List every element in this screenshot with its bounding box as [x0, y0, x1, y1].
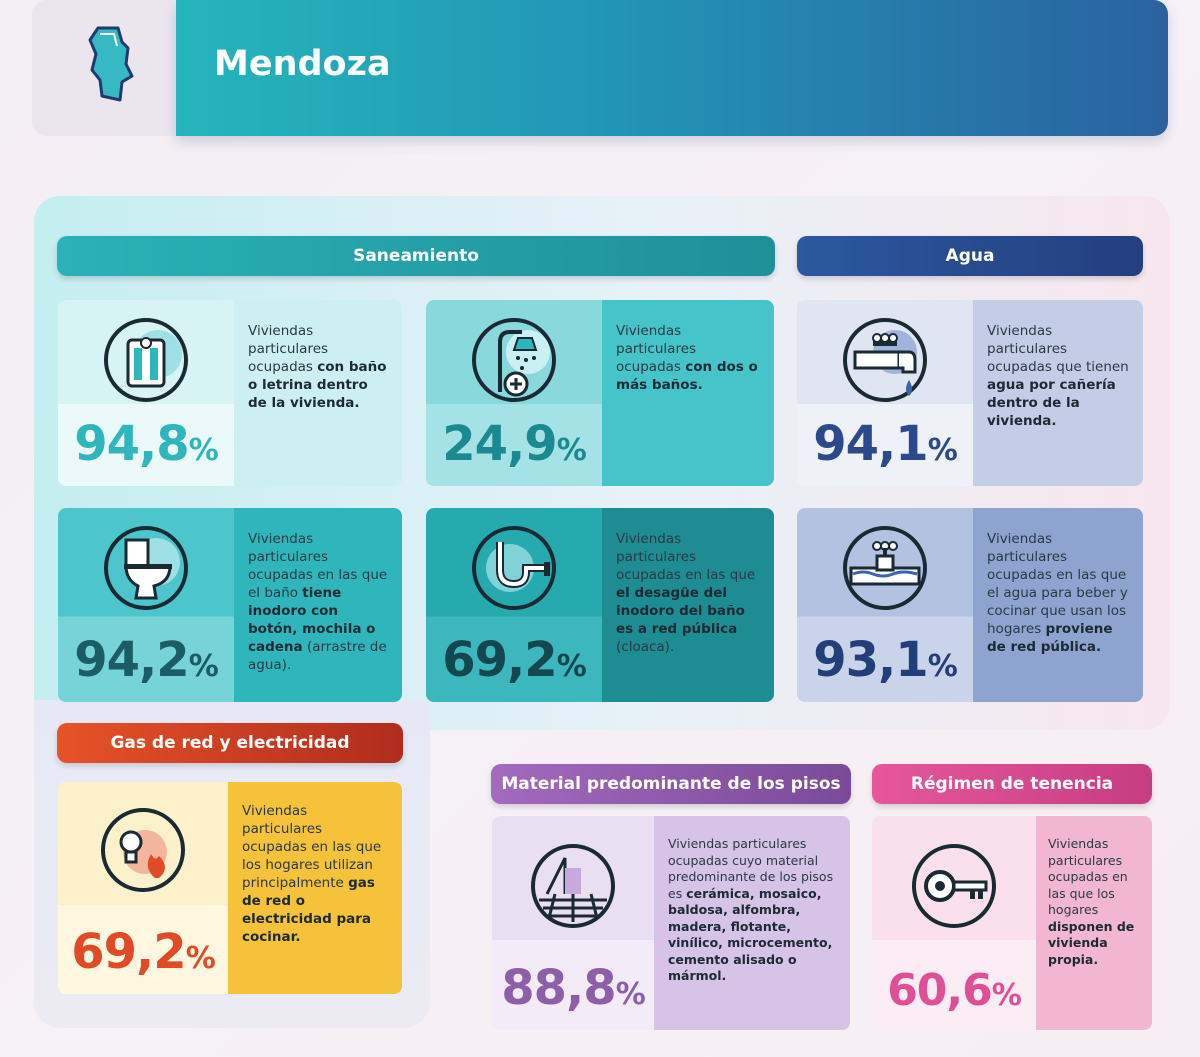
toilet-icon	[104, 526, 188, 610]
stat-description: Viviendas particulares ocupadas que tien…	[973, 300, 1143, 486]
stat-card-red-publica: 93,1% Viviendas particulares ocupadas en…	[797, 508, 1143, 702]
stat-value: 24,9%	[442, 416, 587, 472]
stat-description: Viviendas particulares ocupadas en las q…	[228, 782, 402, 994]
stat-description: Viviendas particulares ocupadas en las q…	[602, 508, 774, 702]
faucet-icon	[843, 318, 927, 402]
drain-pipe-icon	[472, 526, 556, 610]
stat-value: 94,2%	[74, 632, 219, 688]
stat-description: Viviendas particulares ocupadas en las q…	[1036, 816, 1152, 1030]
stat-card-tenencia: 60,6% Viviendas particulares ocupadas en…	[872, 816, 1152, 1030]
stat-value: 69,2%	[71, 924, 216, 980]
bulb-flame-icon	[101, 808, 185, 892]
stat-value: 69,2%	[442, 632, 587, 688]
section-header-pisos: Material predominante de los pisos	[491, 764, 851, 804]
key-icon	[912, 844, 996, 928]
stat-value: 60,6%	[887, 965, 1022, 1016]
stat-card-bano: 94,8% Viviendas particulares ocupadas co…	[58, 300, 402, 486]
water-valve-icon	[843, 526, 927, 610]
province-map-icon	[88, 26, 134, 102]
header-bar	[176, 0, 1168, 136]
stat-card-agua-caneria: 94,1% Viviendas particulares ocupadas qu…	[797, 300, 1143, 486]
page-title: Mendoza	[214, 44, 391, 84]
stat-value: 88,8%	[501, 960, 646, 1016]
bathroom-icon	[104, 318, 188, 402]
stat-value: 93,1%	[813, 632, 958, 688]
stat-card-inodoro: 94,2% Viviendas particulares ocupadas en…	[58, 508, 402, 702]
section-header-agua: Agua	[797, 236, 1143, 276]
section-header-gas: Gas de red y electricidad	[57, 723, 403, 763]
floor-icon	[531, 844, 615, 928]
stat-card-gas: 69,2% Viviendas particulares ocupadas en…	[58, 782, 402, 994]
stat-card-pisos: 88,8% Viviendas particulares ocupadas cu…	[492, 816, 850, 1030]
header-icon-box	[32, 0, 178, 136]
stat-description: Viviendas particulares ocupadas cuyo mat…	[654, 816, 850, 1030]
section-header-tenencia: Régimen de tenencia	[872, 764, 1152, 804]
stat-card-dos-banos: 24,9% Viviendas particulares ocupadas co…	[426, 300, 774, 486]
stat-value: 94,1%	[813, 416, 958, 472]
section-header-saneamiento: Saneamiento	[57, 236, 775, 276]
stat-description: Viviendas particulares ocupadas con dos …	[602, 300, 774, 486]
stat-value: 94,8%	[74, 416, 219, 472]
stat-description: Viviendas particulares ocupadas en las q…	[234, 508, 402, 702]
stat-description: Viviendas particulares ocupadas con baño…	[234, 300, 402, 486]
stat-card-desague: 69,2% Viviendas particulares ocupadas en…	[426, 508, 774, 702]
shower-plus-icon	[472, 318, 556, 402]
stat-description: Viviendas particulares ocupadas en las q…	[973, 508, 1143, 702]
